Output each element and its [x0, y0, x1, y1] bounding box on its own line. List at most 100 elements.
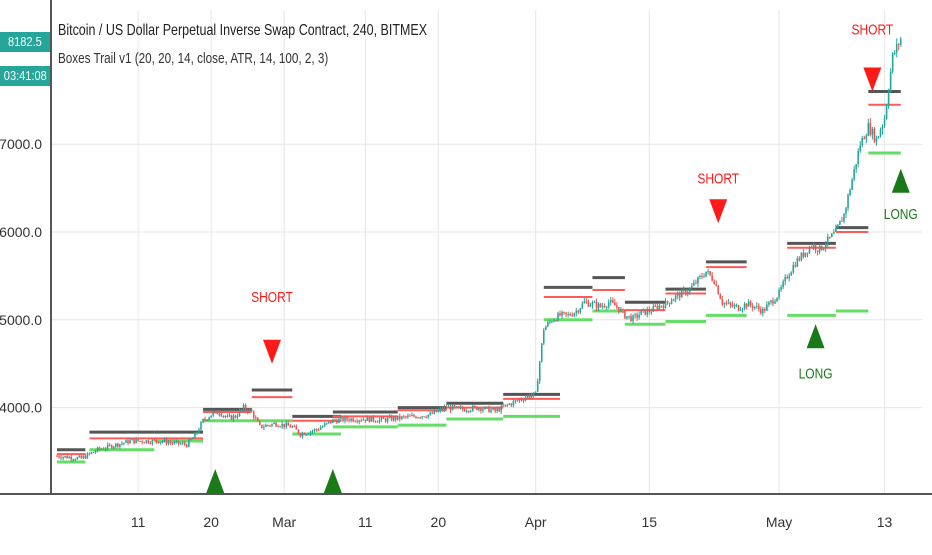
candle-body [528, 395, 531, 398]
candle-body [478, 408, 480, 410]
candle-body [165, 439, 168, 444]
candle-body [74, 459, 77, 461]
candle-body [863, 137, 866, 140]
candle-body [469, 410, 472, 412]
candle-body [423, 416, 425, 418]
candle-body [800, 252, 803, 261]
candle-body [837, 224, 839, 229]
candle-body [362, 419, 365, 421]
candle-body [731, 304, 734, 307]
candle-body [875, 138, 878, 142]
candle-body [585, 301, 588, 303]
candle-body [72, 459, 75, 461]
candle-body [563, 311, 565, 313]
candle-body [542, 330, 545, 344]
candle-body [841, 220, 843, 222]
candle-body [451, 405, 454, 411]
candle-body [161, 441, 164, 443]
candle-body [766, 304, 768, 311]
candle-body [281, 423, 283, 427]
candle-body [831, 233, 833, 237]
candle-body [654, 305, 657, 307]
candle-body [695, 282, 697, 284]
candle-body [883, 118, 886, 126]
candle-body [847, 195, 849, 208]
candle-body [56, 455, 58, 457]
candle-body [642, 309, 644, 311]
candle-body [411, 415, 413, 417]
candle-body [871, 128, 874, 135]
candle-body [206, 419, 208, 421]
candle-body [277, 426, 279, 428]
indicator-legend[interactable]: Boxes Trail v1 (20, 20, 14, close, ATR, … [58, 50, 329, 67]
candle-body [897, 43, 900, 45]
candle-body [409, 415, 411, 417]
candle-body [244, 405, 247, 410]
candle-body [638, 314, 640, 318]
candle-body [378, 419, 381, 422]
countdown-value: 03:41:08 [3, 68, 47, 83]
candle-body [684, 289, 687, 294]
candle-body [474, 406, 476, 408]
candle-body [620, 309, 622, 312]
candle-body [405, 416, 407, 418]
candle-body [839, 220, 841, 225]
candle-body [350, 418, 352, 421]
candle-body [388, 416, 391, 418]
candle-body [725, 303, 728, 305]
candle-body [678, 293, 681, 298]
candle-body [613, 302, 616, 306]
candle-body [869, 123, 872, 135]
candle-body [693, 282, 695, 286]
candle-body [301, 433, 304, 437]
candle-body [790, 272, 793, 276]
candle-body [646, 309, 649, 315]
long-signal-label: LONG [799, 365, 833, 382]
candle-body [796, 258, 799, 267]
candle-body [605, 306, 608, 308]
candle-body [425, 417, 427, 419]
candle-body [774, 301, 776, 304]
candle-body [577, 310, 580, 313]
candle-body [591, 302, 594, 306]
long-signal-arrow-icon [806, 324, 825, 349]
candle-body [626, 316, 628, 319]
candle-body [271, 423, 273, 426]
candle-body [532, 392, 535, 396]
candle-body [188, 439, 190, 447]
candle-body [139, 440, 141, 442]
candle-body [492, 408, 494, 410]
candle-body [394, 416, 397, 420]
candle-body [149, 442, 152, 444]
candle-body [717, 285, 720, 295]
candle-body [447, 406, 450, 409]
candle-body [171, 442, 174, 444]
candle-body [472, 406, 474, 411]
candle-body [441, 408, 444, 411]
candle-body [303, 433, 306, 435]
candle-body [719, 294, 722, 300]
candle-body [415, 416, 417, 419]
candle-body [463, 409, 466, 412]
candle-body [287, 422, 290, 426]
candle-body [340, 417, 342, 420]
candle-body [607, 302, 610, 307]
candle-body [536, 380, 539, 392]
candle-body [788, 275, 791, 279]
candle-body [551, 321, 553, 323]
candle-body [636, 314, 638, 318]
candle-body [299, 433, 302, 437]
candle-body [545, 326, 547, 331]
candle-body [733, 305, 736, 307]
candle-body [885, 105, 888, 119]
candle-body [622, 309, 624, 311]
price-axis-panel[interactable] [0, 0, 52, 495]
candle-body [200, 422, 202, 430]
candle-body [729, 302, 732, 305]
candle-body [770, 300, 772, 303]
candle-body [889, 71, 892, 92]
candle-body [603, 306, 606, 308]
last-price-tag: 8182.5 [0, 32, 50, 52]
